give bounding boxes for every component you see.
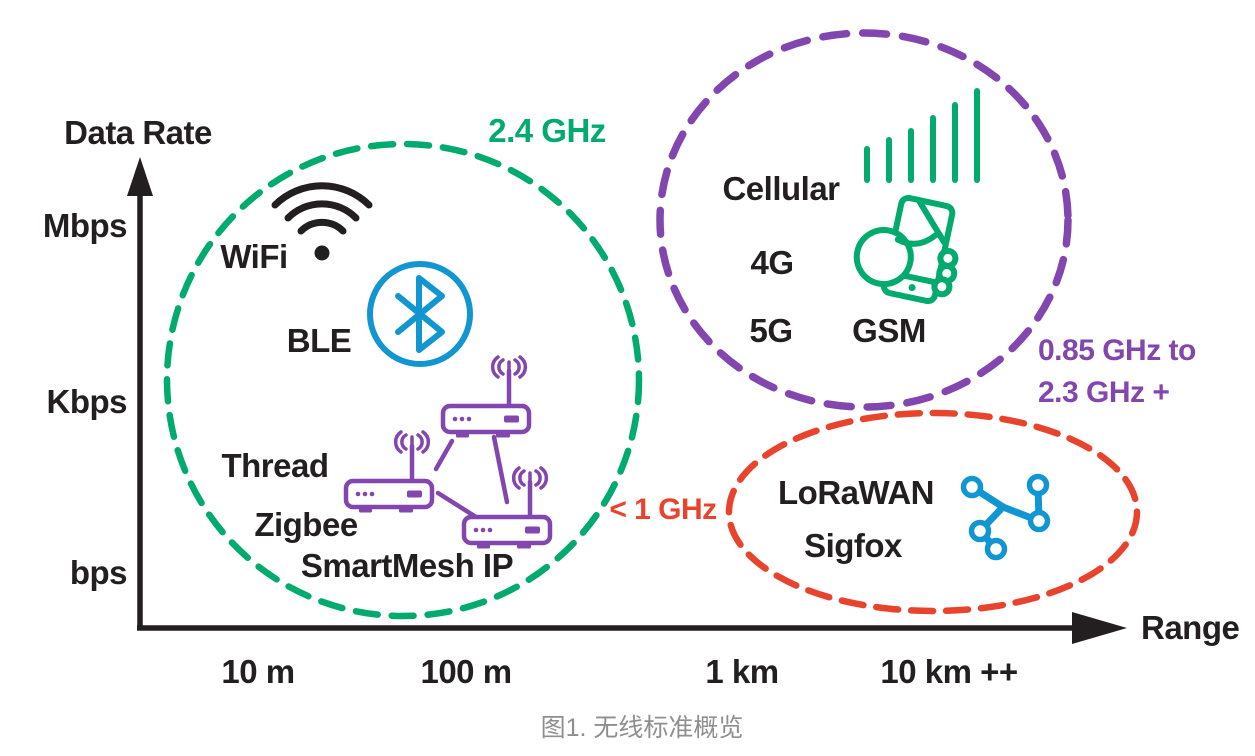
bluetooth-icon — [367, 261, 473, 367]
label-zigbee: Zigbee — [254, 506, 358, 543]
freq-label-sub1ghz: < 1 GHz — [609, 493, 717, 526]
label-4g: 4G — [750, 244, 794, 281]
wifi-icon — [271, 182, 373, 261]
network-nodes-icon — [960, 473, 1051, 561]
freq-label-2-4ghz: 2.4 GHz — [488, 112, 606, 149]
label-gsm: GSM — [852, 312, 926, 349]
mesh-link-lines — [433, 434, 510, 520]
router-icon-top — [443, 357, 529, 438]
y-axis — [127, 157, 153, 630]
green-dashed-circle — [163, 140, 643, 620]
figure-caption: 图1. 无线标准概览 — [540, 714, 744, 742]
wifi-dot — [314, 245, 330, 261]
signal-bars-icon — [864, 88, 980, 183]
hand-holding-phone-icon — [853, 194, 959, 305]
x-axis-arrow — [1072, 612, 1127, 644]
router-icon-bottom — [464, 468, 550, 549]
y-tick-mbps: Mbps — [42, 207, 128, 244]
red-dashed-ellipse — [725, 409, 1141, 615]
label-wifi: WiFi — [220, 238, 288, 275]
label-ble: BLE — [286, 322, 352, 359]
y-tick-bps: bps — [69, 554, 128, 591]
freq-label-cellular-line2: 2.3 GHz + — [1038, 376, 1170, 409]
label-cellular: Cellular — [722, 170, 840, 207]
label-5g: 5G — [749, 312, 793, 349]
freq-label-cellular-line1: 0.85 GHz to — [1038, 334, 1196, 367]
label-thread: Thread — [221, 447, 329, 484]
label-lorawan: LoRaWAN — [778, 474, 935, 511]
router-icon-left — [346, 432, 432, 513]
mesh-router-network-icon — [346, 357, 550, 549]
x-tick-10km: 10 km ++ — [880, 653, 1018, 690]
x-tick-10m: 10 m — [221, 653, 295, 690]
y-axis-title: Data Rate — [64, 114, 212, 151]
x-axis — [137, 612, 1127, 644]
y-tick-kbps: Kbps — [46, 383, 128, 420]
purple-dashed-circle — [656, 29, 1072, 411]
label-sigfox: Sigfox — [804, 527, 902, 564]
x-tick-1km: 1 km — [705, 653, 779, 690]
x-tick-100m: 100 m — [420, 653, 512, 690]
label-smartmesh: SmartMesh IP — [300, 547, 514, 584]
x-axis-title: Range — [1141, 609, 1240, 646]
y-axis-arrow — [127, 157, 153, 196]
